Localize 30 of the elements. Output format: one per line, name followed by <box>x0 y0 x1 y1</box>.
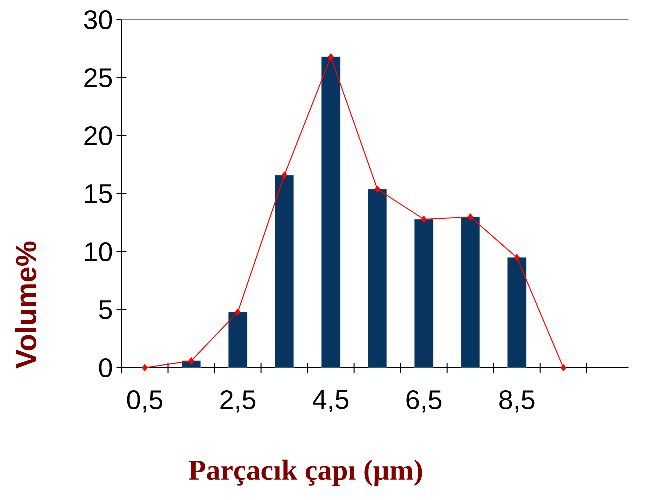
y-tick-label: 0 <box>99 358 112 378</box>
bar <box>461 216 480 368</box>
bar <box>368 189 388 368</box>
x-tick-label: 6,5 <box>406 390 442 413</box>
x-tick-label: 2,5 <box>220 390 256 413</box>
y-tick-label: 5 <box>99 300 112 320</box>
point <box>235 308 241 316</box>
y-tick-label: 10 <box>85 242 112 262</box>
point <box>142 364 148 372</box>
point <box>282 172 288 179</box>
x-tick-label: 4,5 <box>312 390 349 412</box>
bar <box>275 175 294 368</box>
bar <box>414 219 434 368</box>
bar <box>322 56 341 368</box>
y-tick-label: 15 <box>85 184 112 204</box>
y-axis-title: Volume% <box>15 242 37 369</box>
y-tick-label: 25 <box>84 68 112 88</box>
point <box>468 214 474 221</box>
x-tick-label: 8,5 <box>500 390 535 413</box>
x-tick-label: 0,5 <box>127 390 163 413</box>
point <box>514 254 520 262</box>
point <box>560 364 566 372</box>
bar <box>228 312 248 368</box>
y-tick-label: 20 <box>84 126 112 146</box>
y-tick-label: 30 <box>84 10 112 30</box>
bar <box>508 258 527 368</box>
point <box>374 186 380 193</box>
point <box>421 216 427 224</box>
point <box>328 54 334 61</box>
x-axis-title: Parçacık çapı (µm) <box>189 460 422 486</box>
